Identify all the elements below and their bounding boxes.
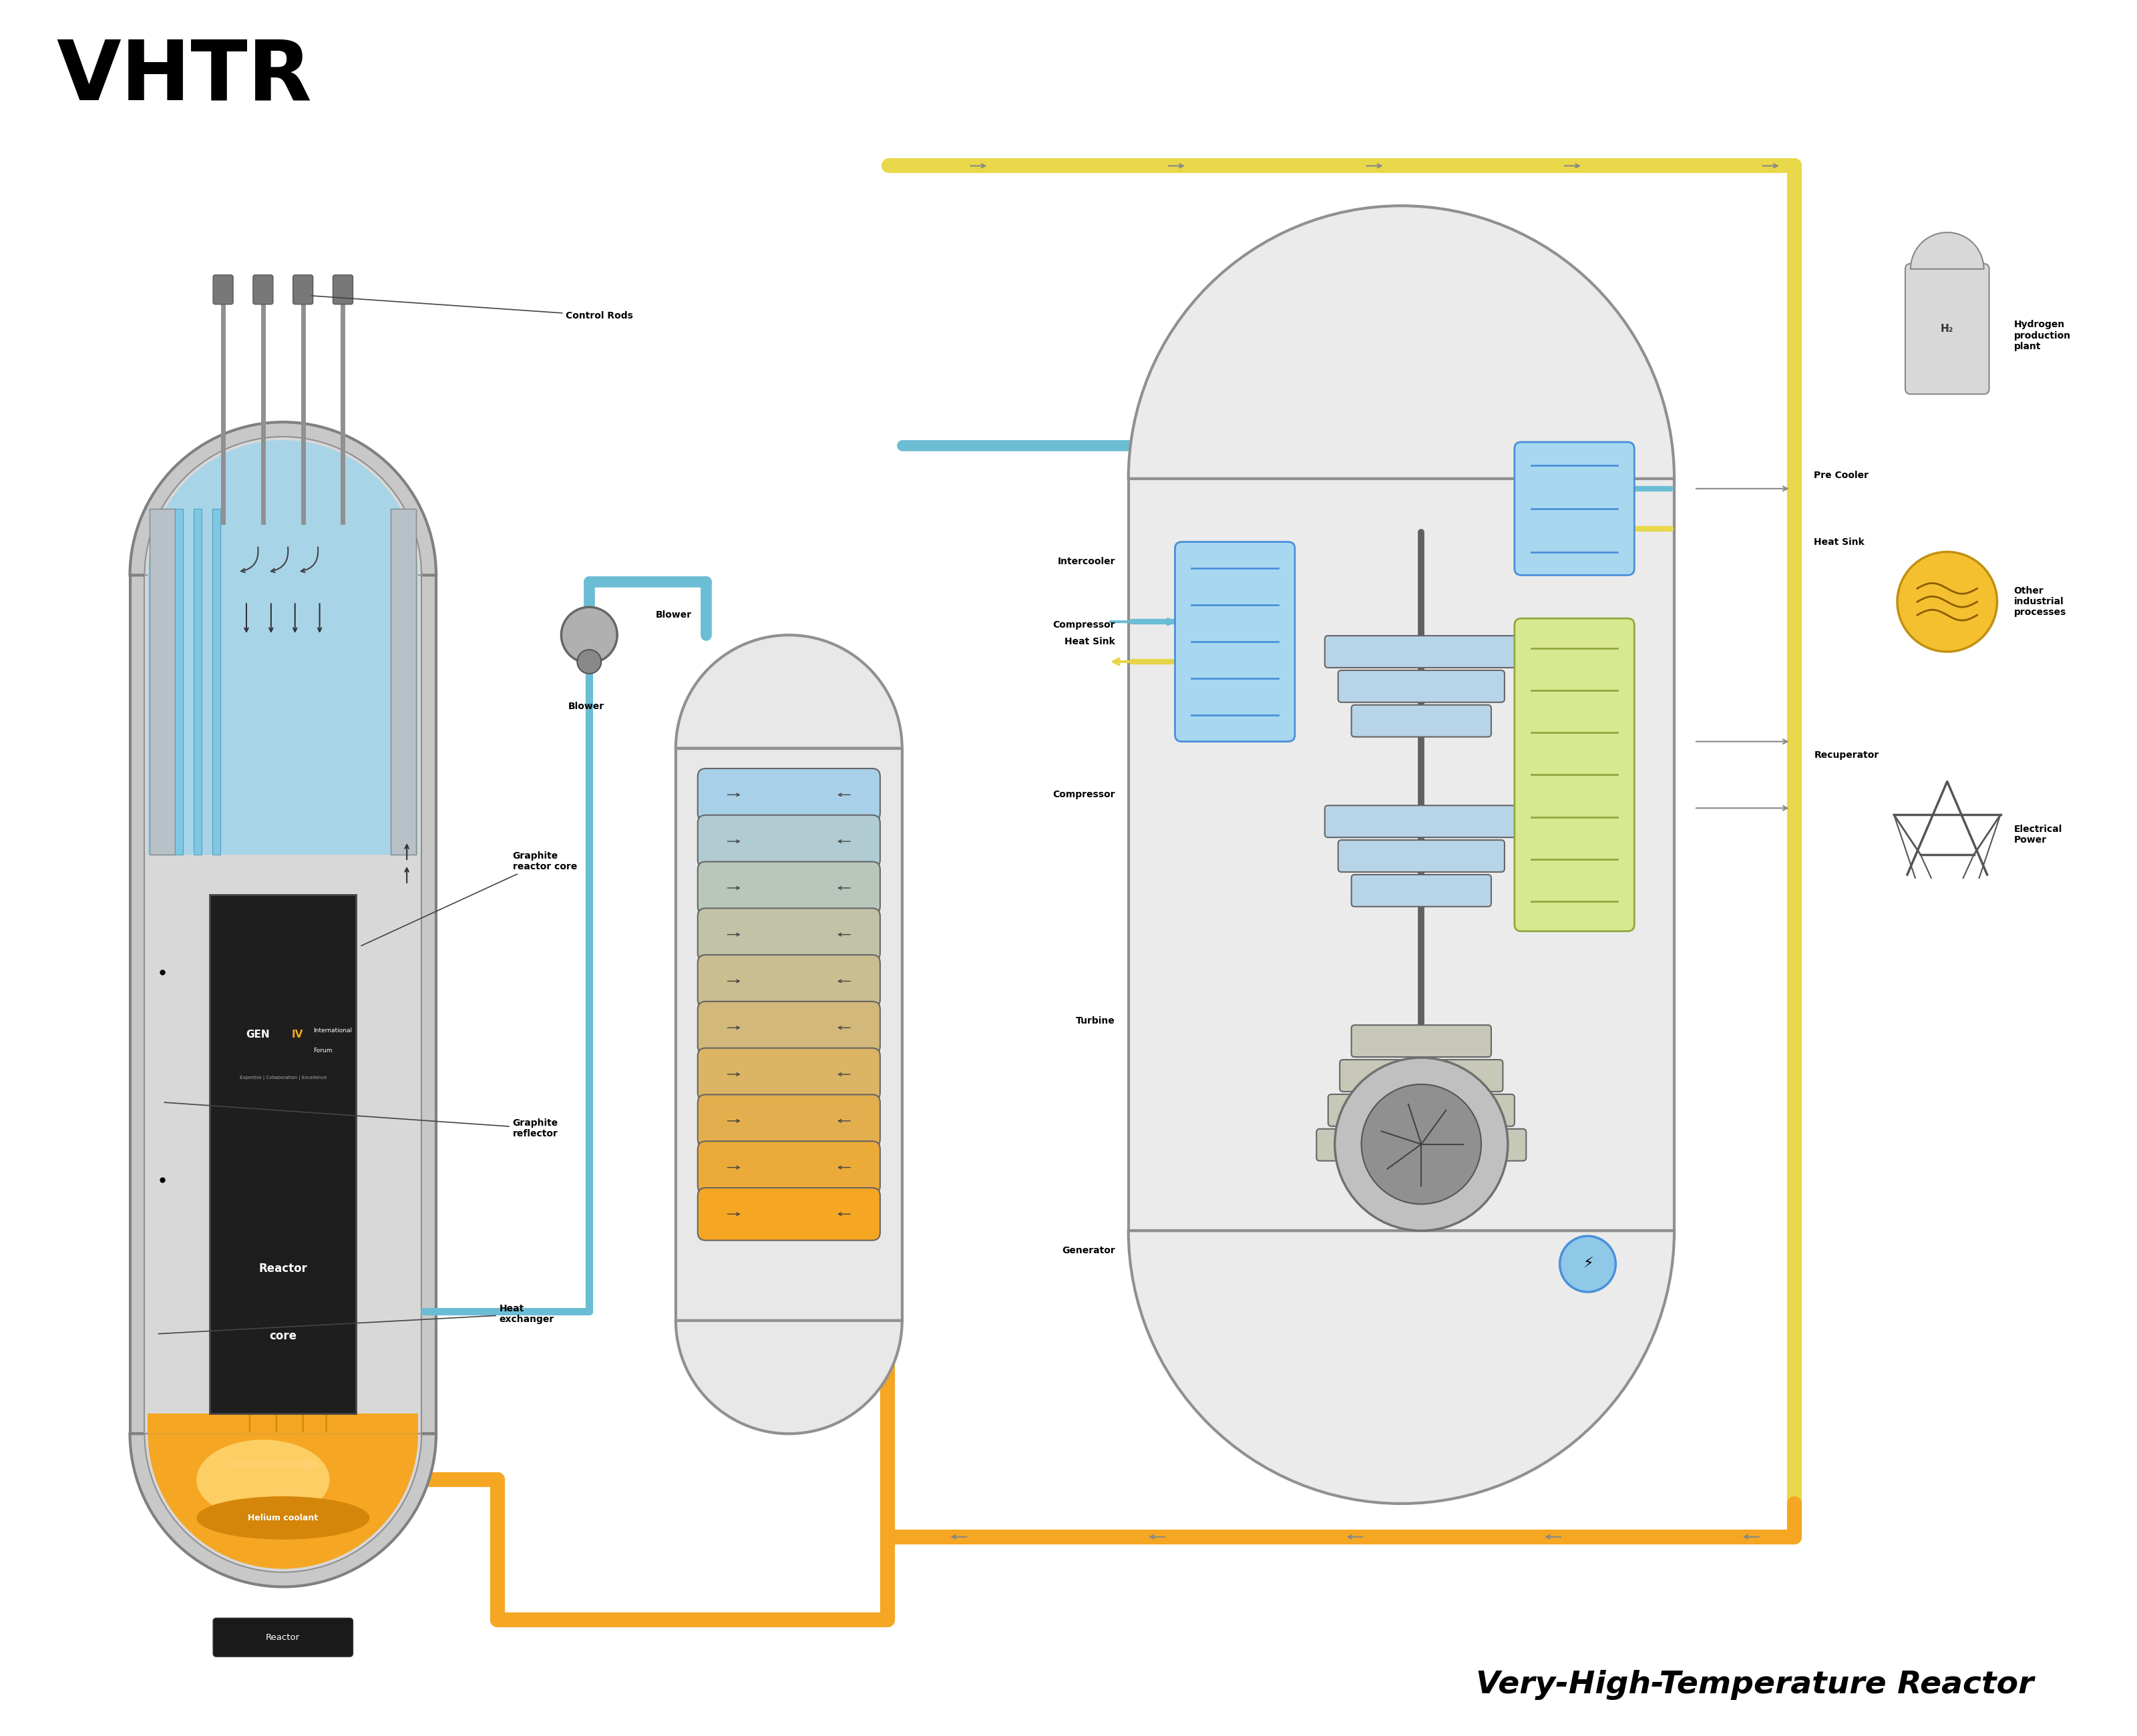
FancyBboxPatch shape [1351,705,1492,736]
Text: Pre Cooler: Pre Cooler [1814,470,1870,479]
FancyBboxPatch shape [1340,1059,1502,1092]
FancyBboxPatch shape [1175,542,1295,741]
Text: Compressor: Compressor [1054,620,1116,630]
FancyBboxPatch shape [697,908,880,960]
Text: Hydrogen
production
plant: Hydrogen production plant [2013,319,2071,351]
Text: core: core [269,1330,297,1342]
Text: Turbine: Turbine [1075,1016,1116,1026]
FancyBboxPatch shape [697,1187,880,1241]
Wedge shape [147,1434,419,1569]
Wedge shape [147,439,419,575]
Circle shape [577,649,600,674]
Circle shape [1560,1236,1616,1292]
Wedge shape [1128,207,1673,479]
Text: Forum: Forum [312,1047,331,1054]
Text: Control Rods: Control Rods [312,295,633,319]
FancyBboxPatch shape [697,769,880,821]
Text: H₂: H₂ [1940,325,1953,333]
FancyBboxPatch shape [252,274,274,304]
Bar [147,1413,419,1434]
FancyBboxPatch shape [1325,635,1517,668]
Bar [130,575,436,1434]
Bar [147,575,419,854]
Text: Graphite
reflector: Graphite reflector [165,1102,558,1139]
FancyBboxPatch shape [697,955,880,1007]
FancyBboxPatch shape [1351,875,1492,906]
Text: Graphite
reactor core: Graphite reactor core [361,851,577,946]
Bar [675,748,902,1321]
Text: Heat
exchanger: Heat exchanger [158,1304,553,1333]
Text: Generator: Generator [1062,1246,1116,1255]
Text: Reactor: Reactor [265,1634,299,1642]
FancyBboxPatch shape [1906,264,1990,394]
Bar [175,509,184,854]
Text: Electrical
Power: Electrical Power [2013,825,2062,845]
Wedge shape [1910,233,1983,269]
Text: GEN: GEN [246,1029,269,1040]
Text: Heat Sink: Heat Sink [1814,536,1866,547]
Bar [212,509,220,854]
Wedge shape [130,1434,436,1587]
FancyBboxPatch shape [214,274,233,304]
FancyBboxPatch shape [697,816,880,868]
Text: IV: IV [291,1029,303,1040]
Circle shape [1898,552,1998,651]
Circle shape [1361,1085,1481,1205]
Text: ⚡: ⚡ [1584,1257,1592,1271]
FancyBboxPatch shape [1351,1024,1492,1057]
FancyBboxPatch shape [1515,618,1635,930]
FancyBboxPatch shape [1327,1094,1515,1127]
Text: VHTR: VHTR [58,36,312,116]
Bar [194,509,201,854]
Wedge shape [675,1321,902,1434]
Circle shape [1336,1057,1509,1231]
Wedge shape [130,422,436,575]
Ellipse shape [197,1496,370,1540]
FancyBboxPatch shape [697,1049,880,1101]
Wedge shape [145,1434,421,1573]
Bar [209,894,357,1413]
Text: Reactor: Reactor [259,1262,308,1274]
FancyBboxPatch shape [697,1002,880,1054]
Circle shape [562,608,618,663]
FancyBboxPatch shape [1515,443,1635,575]
FancyBboxPatch shape [214,1618,353,1656]
Wedge shape [1128,1231,1673,1503]
Text: Intercooler: Intercooler [1058,557,1116,566]
Text: Blower: Blower [656,611,692,620]
Bar [150,509,175,854]
FancyBboxPatch shape [1316,1128,1526,1161]
Text: Blower: Blower [568,701,605,712]
FancyBboxPatch shape [697,1095,880,1147]
Bar [391,509,417,854]
FancyBboxPatch shape [697,861,880,915]
FancyBboxPatch shape [697,1141,880,1194]
Text: Helium coolant: Helium coolant [248,1514,318,1522]
Text: Compressor: Compressor [1054,790,1116,800]
Text: Recuperator: Recuperator [1814,750,1878,760]
Wedge shape [145,437,421,575]
Ellipse shape [197,1439,329,1519]
Wedge shape [675,635,902,748]
FancyBboxPatch shape [1338,840,1504,871]
Text: International: International [312,1028,353,1033]
FancyBboxPatch shape [1338,670,1504,703]
FancyBboxPatch shape [333,274,353,304]
Text: Expertise | Collaboration | Excellence: Expertise | Collaboration | Excellence [239,1076,327,1080]
FancyBboxPatch shape [293,274,312,304]
Bar [1128,479,1673,1231]
Text: Very-High-Temperature Reactor: Very-High-Temperature Reactor [1477,1670,2034,1700]
Text: Other
industrial
processes: Other industrial processes [2013,587,2066,618]
FancyBboxPatch shape [1325,806,1517,837]
Text: Heat Sink: Heat Sink [1064,637,1116,646]
Bar [145,575,421,1434]
